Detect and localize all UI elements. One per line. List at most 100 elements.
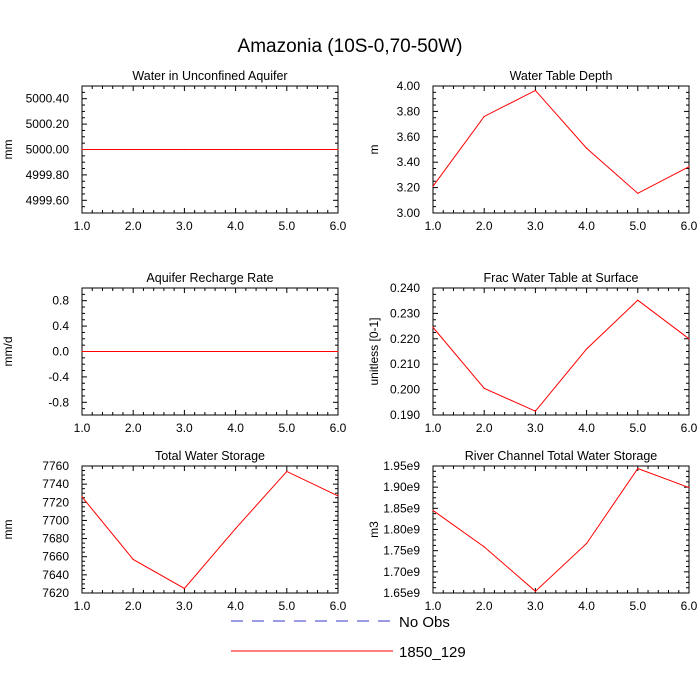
data-point	[132, 148, 134, 151]
panel-2: Water Table Depth 1.0 2.0 3.0 4.0 5.0 6.0 3.00 3…	[367, 69, 698, 233]
data-point	[286, 350, 288, 353]
y-tick-label: 0.4	[52, 319, 69, 333]
y-tick-label: 0.0	[52, 345, 69, 359]
data-point	[286, 470, 288, 473]
data-point	[81, 350, 83, 353]
series-line	[432, 467, 690, 592]
data-point	[688, 338, 690, 340]
x-tick-label: 2.0	[125, 599, 142, 613]
y-axis-label: m	[367, 145, 381, 155]
data-point	[183, 587, 185, 590]
x-tick-label: 2.0	[476, 421, 493, 435]
data-point	[235, 527, 237, 530]
x-tick-label: 6.0	[330, 421, 347, 435]
x-tick-label: 3.0	[527, 219, 544, 233]
x-tick-label: 3.0	[176, 219, 193, 233]
x-tick-label: 4.0	[227, 219, 244, 233]
y-axis-label: mm	[1, 140, 15, 160]
x-tick-label: 1.0	[74, 219, 91, 233]
data-point	[235, 350, 237, 353]
x-tick-label: 6.0	[681, 599, 698, 613]
data-point	[337, 495, 339, 497]
y-axis-label: unitless [0-1]	[367, 317, 381, 385]
x-tick-label: 1.0	[425, 219, 442, 233]
y-tick-label: 5000.40	[26, 92, 70, 106]
panel-title: Frac Water Table at Surface	[484, 271, 639, 285]
y-tick-label: 0.230	[390, 306, 420, 320]
figure-title: Amazonia (10S-0,70-50W)	[238, 36, 463, 57]
data-point	[637, 299, 639, 301]
y-tick-label: 4.00	[397, 79, 421, 93]
y-tick-label: 1.70e9	[383, 565, 420, 579]
series-line	[432, 89, 690, 194]
y-tick-label: 1.85e9	[383, 501, 420, 515]
data-point	[637, 467, 639, 470]
y-tick-label: 7700	[42, 513, 69, 527]
x-tick-label: 4.0	[227, 421, 244, 435]
data-point	[286, 148, 288, 151]
y-tick-label: 0.240	[390, 281, 420, 295]
series-line	[432, 299, 690, 412]
panel-4: Frac Water Table at Surface 1.0 2.0 3.0 4.0 5…	[367, 271, 698, 435]
panel-title: Aquifer Recharge Rate	[146, 271, 273, 285]
panel-3: Aquifer Recharge Rate 1.0 2.0 3.0 4.0 5.0 6.0 -…	[1, 271, 347, 435]
y-tick-label: 0.8	[52, 294, 69, 308]
x-tick-label: 2.0	[476, 599, 493, 613]
data-point	[534, 89, 537, 92]
y-tick-label: 3.80	[397, 104, 421, 118]
y-tick-label: 1.95e9	[383, 459, 420, 473]
y-tick-label: 0.210	[390, 357, 420, 371]
y-tick-label: 3.60	[397, 130, 421, 144]
data-point	[688, 486, 690, 489]
x-tick-label: 1.0	[425, 421, 442, 435]
y-tick-label: 1.80e9	[383, 523, 420, 537]
y-tick-label: 0.190	[390, 408, 420, 422]
x-tick-label: 6.0	[330, 219, 347, 233]
y-tick-label: 0.200	[390, 383, 420, 397]
data-point	[81, 148, 83, 151]
panel-title: River Channel Total Water Storage	[465, 449, 658, 463]
y-tick-label: 3.20	[397, 181, 421, 195]
legend-label-2: 1850_129	[399, 644, 466, 661]
data-point	[337, 148, 339, 151]
x-tick-label: 6.0	[681, 421, 698, 435]
x-tick-label: 3.0	[527, 599, 544, 613]
legend-label-1: No Obs	[399, 614, 450, 631]
x-tick-label: 5.0	[278, 219, 295, 233]
y-tick-label: -0.8	[48, 395, 69, 409]
panels: Water in Unconfined Aquifer 1.0 2.0 3.0 4.0 5…	[1, 69, 698, 613]
x-tick-label: 4.0	[578, 421, 595, 435]
data-point	[432, 326, 434, 328]
data-point	[534, 410, 537, 412]
plot-frame	[81, 465, 339, 594]
data-point	[586, 542, 588, 545]
data-point	[432, 509, 434, 512]
data-point	[483, 546, 485, 548]
plot-frame	[432, 85, 690, 214]
x-tick-label: 1.0	[425, 599, 442, 613]
x-tick-label: 1.0	[74, 421, 91, 435]
data-point	[132, 350, 134, 353]
y-tick-label: 1.65e9	[383, 586, 420, 600]
x-tick-label: 1.0	[74, 599, 91, 613]
data-point	[586, 147, 588, 149]
data-point	[637, 192, 639, 194]
y-tick-label: 7760	[42, 459, 69, 473]
y-tick-label: 7740	[42, 477, 69, 491]
x-tick-label: 2.0	[476, 219, 493, 233]
panel-title: Total Water Storage	[155, 449, 265, 463]
data-point	[337, 350, 339, 353]
data-point	[688, 166, 690, 168]
x-tick-label: 5.0	[629, 219, 646, 233]
x-tick-label: 4.0	[578, 599, 595, 613]
data-point	[183, 148, 185, 151]
y-tick-label: 7680	[42, 532, 69, 546]
x-tick-label: 2.0	[125, 219, 142, 233]
y-axis-label: m3	[367, 521, 381, 538]
x-tick-label: 6.0	[330, 599, 347, 613]
data-point	[432, 185, 434, 187]
x-tick-label: 4.0	[227, 599, 244, 613]
data-point	[534, 590, 537, 592]
y-tick-label: 1.75e9	[383, 544, 420, 558]
y-tick-label: 4999.80	[26, 168, 70, 182]
